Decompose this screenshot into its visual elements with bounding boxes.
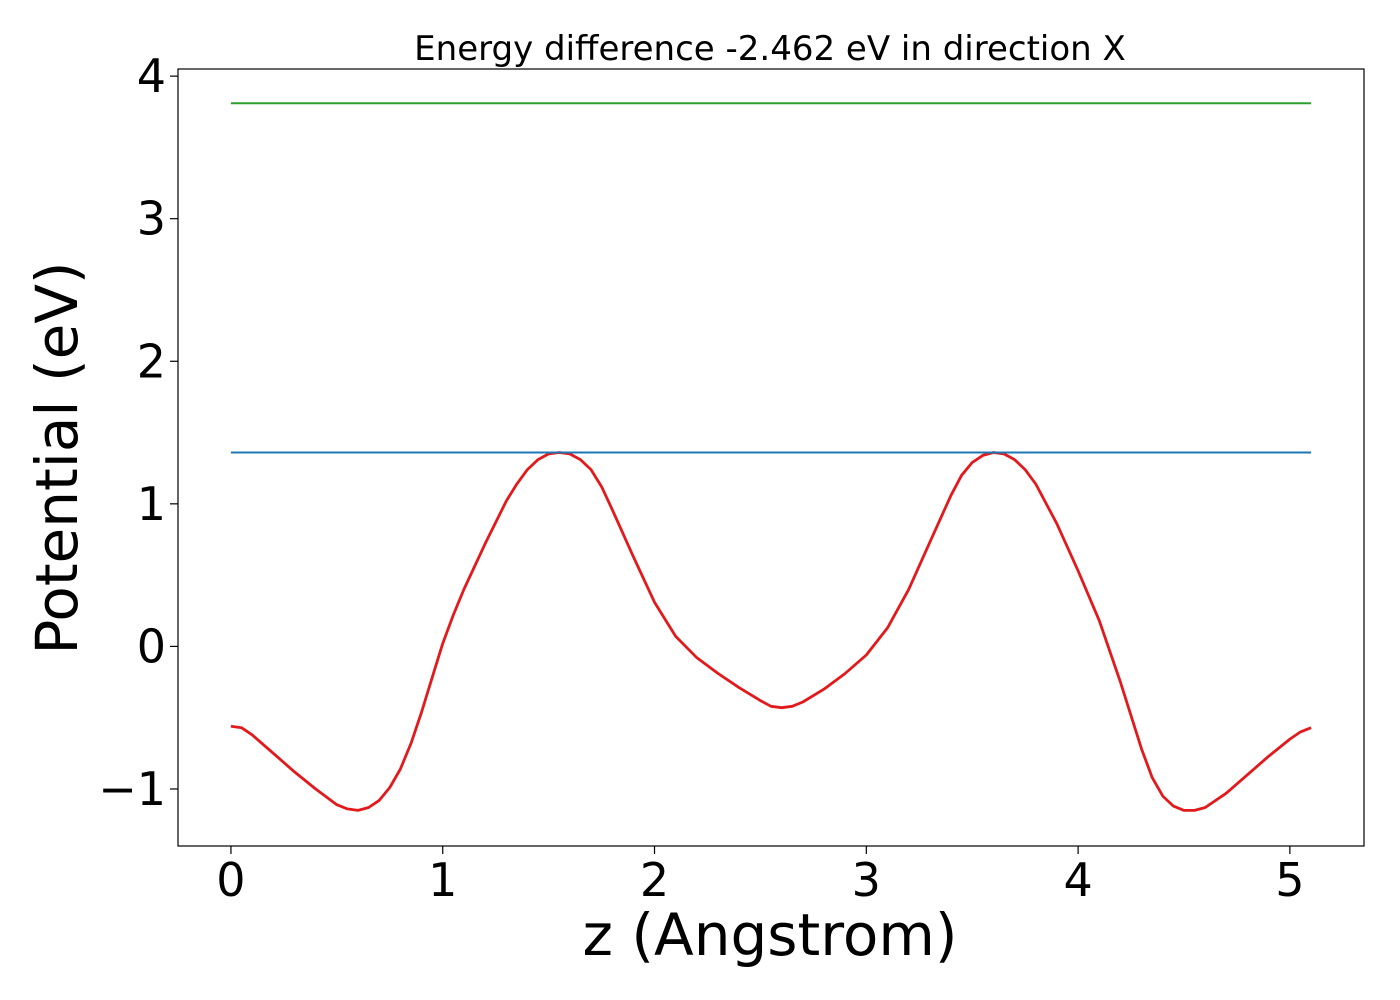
x-tick-label: 2 xyxy=(640,853,669,907)
chart-title: Energy difference -2.462 eV in direction… xyxy=(414,29,1126,69)
y-tick-label: 2 xyxy=(137,334,166,388)
y-tick-label: 3 xyxy=(137,192,166,246)
y-tick-label: 0 xyxy=(137,619,166,673)
x-tick-label: 3 xyxy=(852,853,881,907)
x-tick-label: 5 xyxy=(1275,853,1304,907)
x-axis-label: z (Angstrom) xyxy=(583,901,958,969)
x-tick-label: 4 xyxy=(1063,853,1092,907)
y-tick-label: 1 xyxy=(137,477,166,531)
y-tick-label: −1 xyxy=(98,762,166,816)
x-tick-label: 0 xyxy=(216,853,245,907)
x-axis: 0 1 2 3 4 5 xyxy=(216,846,1305,907)
y-tick-label: 4 xyxy=(137,49,166,103)
y-axis-label: Potential (eV) xyxy=(23,261,91,654)
plot-frame xyxy=(177,68,1365,847)
series-line-1 xyxy=(230,451,1312,812)
y-axis: −1 0 1 2 3 4 xyxy=(98,49,178,816)
x-tick-label: 1 xyxy=(428,853,457,907)
series-layer xyxy=(230,102,1312,812)
